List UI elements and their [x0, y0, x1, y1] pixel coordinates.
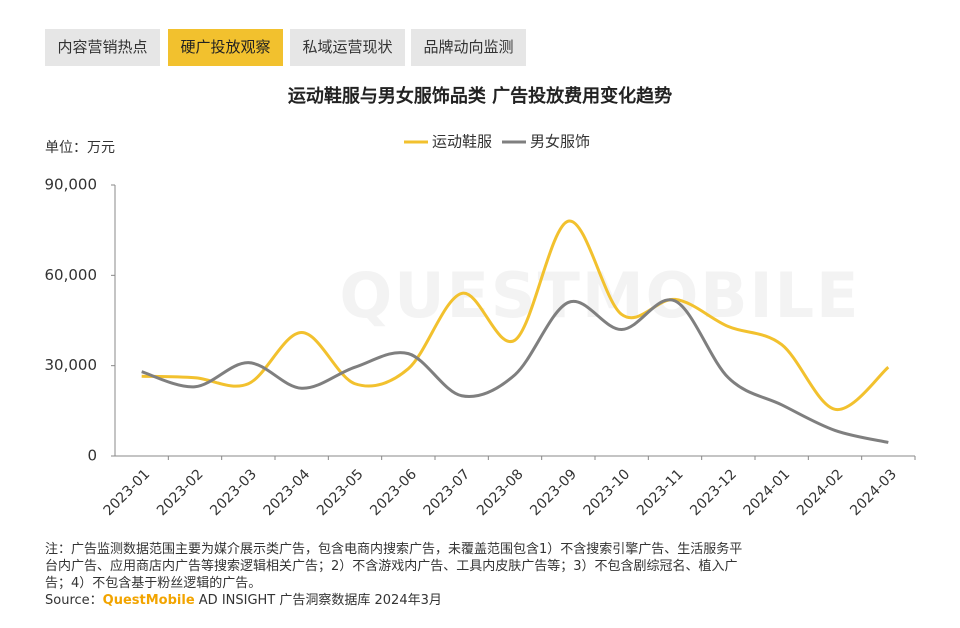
note-line: 告；4）不包含基于粉丝逻辑的广告。	[45, 576, 262, 591]
x-tick-label: 2023-12	[687, 466, 740, 519]
x-tick-label: 2023-01	[101, 466, 154, 519]
x-tick-label: 2023-11	[634, 466, 687, 519]
y-tick-label: 90,000	[45, 176, 98, 194]
x-tick-label: 2024-01	[741, 466, 794, 519]
note-line: 注：广告监测数据范围主要为媒介展示类广告，包含电商内搜索广告，未覆盖范围包含1）…	[45, 542, 743, 557]
x-tick-label: 2024-02	[794, 466, 847, 519]
series-line	[141, 298, 889, 444]
x-tick-label: 2023-03	[207, 466, 260, 519]
x-tick-label: 2023-06	[367, 466, 420, 519]
tab[interactable]: 硬广投放观察	[168, 29, 283, 66]
x-tick-label: 2024-03	[847, 466, 900, 519]
note-line: 台内广告、应用商店内广告等搜索逻辑相关广告；2）不含游戏内广告、工具内皮肤广告等…	[45, 559, 738, 574]
x-tick-label: 2023-07	[421, 466, 474, 519]
source-brand: QuestMobile	[102, 593, 195, 608]
source-label: Source：	[45, 593, 103, 608]
tab[interactable]: 品牌动向监测	[411, 29, 526, 66]
note-lines: 注：广告监测数据范围主要为媒介展示类广告，包含电商内搜索广告，未覆盖范围包含1）…	[45, 541, 742, 592]
y-tick-label: 30,000	[45, 356, 98, 374]
x-tick-label: 2023-02	[154, 466, 207, 519]
y-tick-label: 0	[87, 447, 97, 465]
legend-label: 运动鞋服	[432, 133, 492, 151]
x-tick-label: 2023-08	[474, 466, 527, 519]
x-tick-label: 2023-04	[261, 466, 314, 519]
y-tick-label: 60,000	[45, 266, 98, 284]
notes: 注：广告监测数据范围主要为媒介展示类广告，包含电商内搜索广告，未覆盖范围包含1）…	[45, 541, 742, 609]
series-line	[141, 219, 890, 411]
tab[interactable]: 私域运营现状	[290, 29, 405, 66]
x-tick-label: 2023-10	[581, 466, 634, 519]
legend-label: 男女服饰	[530, 133, 590, 151]
source: Source：QuestMobile AD INSIGHT 广告洞察数据库 20…	[45, 592, 742, 609]
source-text: AD INSIGHT 广告洞察数据库 2024年3月	[198, 593, 442, 608]
chart-title: 运动鞋服与男女服饰品类 广告投放费用变化趋势	[288, 85, 672, 107]
x-tick-label: 2023-05	[314, 466, 367, 519]
tab[interactable]: 内容营销热点	[45, 29, 160, 66]
unit-label: 单位：万元	[45, 140, 115, 156]
x-tick-label: 2023-09	[527, 466, 580, 519]
